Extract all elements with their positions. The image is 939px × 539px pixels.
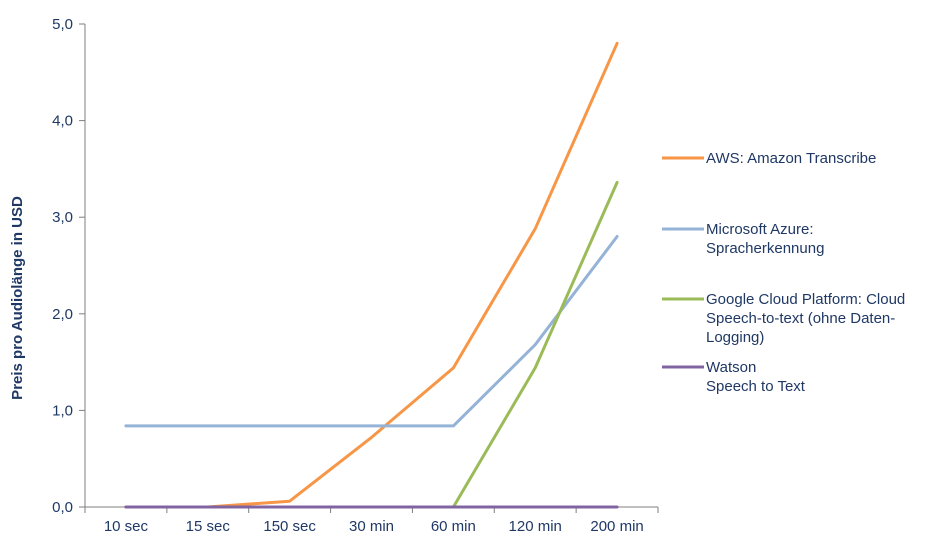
x-tick-label: 60 min	[431, 518, 476, 534]
y-tick-label: 0,0	[52, 499, 73, 516]
legend-item: AWS: Amazon Transcribe	[662, 150, 876, 167]
legend-label: Watson	[706, 359, 756, 376]
legend-label: Speech-to-text (ohne Daten-	[706, 310, 895, 327]
legend-item: Google Cloud Platform: Cloud Speech-to-te…	[662, 291, 905, 346]
legend-label: AWS: Amazon Transcribe	[706, 150, 876, 167]
x-tick-labels: 10 sec 15 sec 150 sec 30 min 60 min 120 min 20…	[104, 518, 644, 535]
legend-item: Watson Speech to Text	[662, 359, 806, 395]
legend-label: Microsoft Azure:	[706, 221, 814, 238]
y-tick-label: 1,0	[52, 402, 73, 419]
y-tick-labels: 0,0 1,0 2,0 3,0 4,0 5,0	[52, 16, 73, 516]
series-line	[451, 180, 619, 509]
y-tick-label: 3,0	[52, 209, 73, 226]
y-tick-label: 2,0	[52, 306, 73, 323]
y-axis-label: Preis pro Audiolänge in USD	[9, 196, 26, 400]
legend-label: Logging)	[706, 329, 764, 346]
series-line	[124, 41, 619, 509]
legend-label: Speech to Text	[706, 378, 806, 395]
legend-item: Microsoft Azure: Spracherkennung	[662, 221, 824, 257]
x-tick-label: 15 sec	[186, 518, 231, 534]
legend: AWS: Amazon Transcribe Microsoft Azure: Sp…	[662, 150, 905, 395]
x-tick-label: 120 min	[509, 518, 562, 534]
x-tick-label: 10 sec	[104, 518, 149, 534]
x-tick-label: 30 min	[349, 518, 394, 534]
series-line	[124, 235, 619, 428]
y-tick-label: 4,0	[52, 113, 73, 130]
series-lines	[124, 41, 619, 509]
x-tick-label: 150 sec	[263, 518, 316, 534]
y-tick-label: 5,0	[52, 16, 73, 33]
x-tick-label: 200 min	[590, 518, 643, 534]
legend-label: Google Cloud Platform: Cloud	[706, 291, 905, 308]
legend-label: Spracherkennung	[706, 240, 824, 257]
